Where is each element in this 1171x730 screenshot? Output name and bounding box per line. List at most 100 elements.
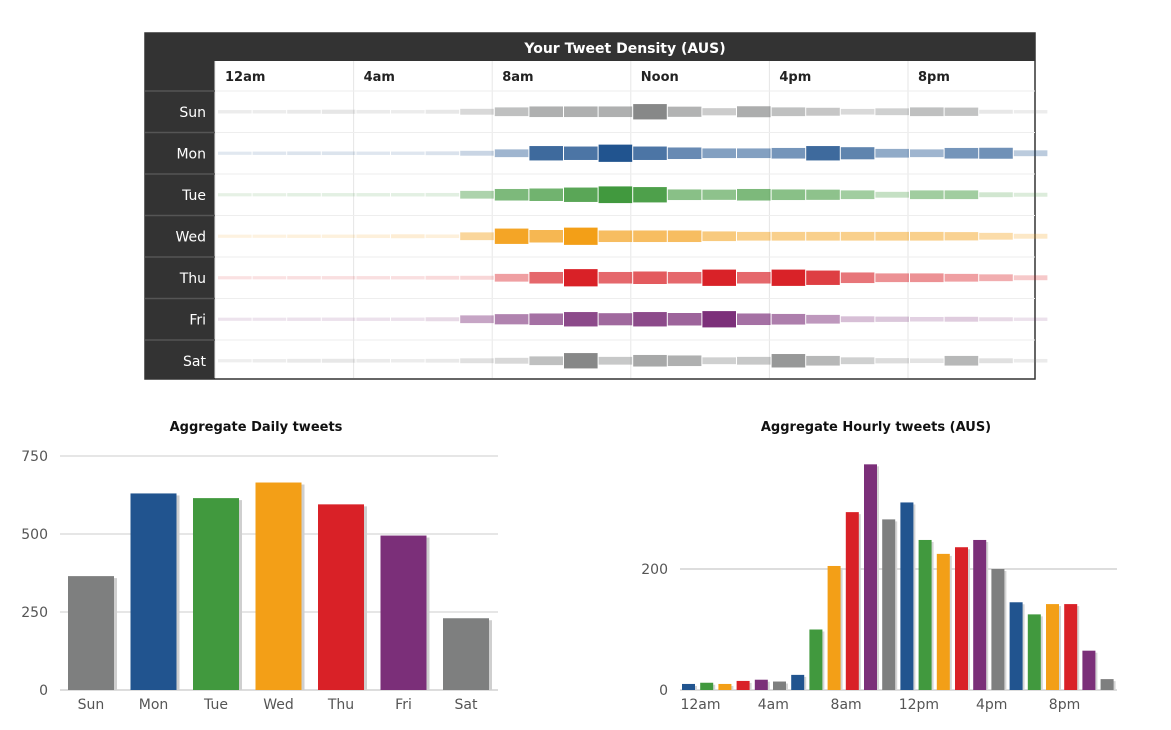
density-cell: [1013, 233, 1048, 239]
daily-bar-shadow: [71, 578, 117, 690]
daily-bar: [130, 493, 177, 690]
density-cell: [979, 358, 1013, 364]
density-x-tick-labels: 12am 4am 8am Noon 4pm 8pm: [225, 70, 950, 85]
hourly-bar-shadow: [847, 514, 861, 690]
density-cell: [633, 312, 667, 327]
hourly-bar: [1100, 679, 1114, 690]
density-cell: [321, 358, 356, 363]
hourly-bar-shadow: [738, 682, 752, 690]
density-cell: [218, 110, 252, 114]
density-cell: [356, 151, 390, 155]
density-cell: [564, 106, 598, 118]
density-cell: [252, 151, 287, 155]
hourly-bar-shadow: [811, 631, 825, 690]
density-cell: [771, 269, 806, 286]
density-cell: [1013, 358, 1048, 363]
density-cell: [875, 316, 909, 322]
density-cell: [391, 193, 425, 197]
hourly-y-tick-labels: 0 200: [641, 562, 668, 699]
density-cell: [633, 230, 667, 243]
density-cell: [806, 231, 840, 241]
hourly-bar-shadow: [793, 676, 807, 690]
density-cell: [840, 108, 875, 115]
density-cell: [667, 271, 702, 284]
density-cell: [806, 107, 840, 116]
density-cell: [875, 108, 909, 116]
density-cell: [737, 106, 771, 118]
hourly-bar: [973, 539, 987, 690]
density-cell: [944, 190, 979, 200]
hourly-bar: [882, 519, 896, 690]
density-cell: [425, 275, 460, 280]
density-cell: [252, 359, 287, 363]
density-cell: [598, 106, 633, 118]
hourly-bar-shadow: [756, 681, 770, 690]
daily-bar: [380, 535, 427, 690]
hourly-bar: [773, 681, 786, 690]
density-cell: [460, 108, 494, 115]
density-cell: [737, 148, 771, 159]
density-cell: [425, 234, 460, 239]
daily-bar: [318, 504, 364, 690]
hourly-bar-shadow: [702, 684, 716, 690]
density-cell: [321, 151, 356, 156]
density-cell: [806, 314, 840, 324]
daily-bar-shadow: [446, 620, 492, 690]
hourly-bar: [700, 682, 714, 690]
density-cell: [737, 271, 771, 284]
hourly-bar-shadow: [938, 555, 952, 690]
density-cell: [633, 187, 667, 203]
density-cell: [910, 273, 944, 283]
density-cell: [806, 146, 840, 161]
density-cell: [252, 193, 287, 197]
density-cell: [667, 147, 702, 160]
hourly-bar: [1027, 614, 1041, 690]
density-panel-border: [144, 32, 1036, 380]
density-title-bar: [145, 33, 1035, 61]
density-cell: [771, 147, 806, 159]
hourly-bar: [791, 674, 805, 690]
density-cell: [944, 232, 979, 241]
density-cell: [910, 358, 944, 364]
density-cell: [979, 147, 1013, 159]
hourly-x-tick-label: 12am: [680, 697, 720, 713]
hourly-chart-title: Aggregate Hourly tweets (AUS): [761, 420, 991, 435]
density-cell: [806, 189, 840, 200]
density-cell: [840, 231, 875, 241]
density-cell: [875, 231, 909, 241]
density-row-labels: Sun Mon Tue Wed Thu Fri Sat: [175, 105, 206, 370]
density-cell: [356, 358, 390, 363]
density-cell: [667, 355, 702, 367]
density-row-label: Sun: [179, 105, 206, 121]
daily-bar-shadow: [258, 484, 305, 690]
density-cells: [218, 104, 1048, 369]
density-cell: [598, 230, 633, 243]
density-title: Your Tweet Density (AUS): [523, 41, 725, 57]
density-cell: [875, 191, 909, 198]
density-cell: [460, 315, 494, 324]
density-cell: [321, 109, 356, 114]
daily-x-tick-labels: Sun Mon Tue Wed Thu Fri Sat: [78, 697, 478, 713]
hourly-bar-shadow: [1011, 604, 1025, 690]
density-cell: [494, 228, 529, 244]
hourly-x-tick-label: 12pm: [899, 697, 939, 713]
density-cell: [287, 193, 321, 197]
hourly-bar: [864, 464, 877, 690]
density-cell: [252, 317, 287, 321]
hourly-bar-shadow: [884, 521, 898, 690]
density-x-tick-label: 8am: [502, 70, 533, 85]
daily-x-tick-label: Sat: [455, 697, 478, 713]
density-cell: [737, 356, 771, 365]
density-cell: [425, 109, 460, 114]
hourly-bar: [718, 683, 732, 690]
hourly-bar-shadow: [1084, 652, 1098, 690]
density-cell: [944, 316, 979, 322]
hourly-y-tick-label: 200: [641, 562, 668, 578]
density-cell: [598, 144, 633, 162]
density-cell: [356, 234, 390, 239]
density-cell: [979, 274, 1013, 282]
density-cell: [460, 190, 494, 199]
hourly-bar: [845, 512, 859, 690]
hourly-bar-shadow: [993, 571, 1007, 690]
density-cell: [218, 193, 252, 197]
